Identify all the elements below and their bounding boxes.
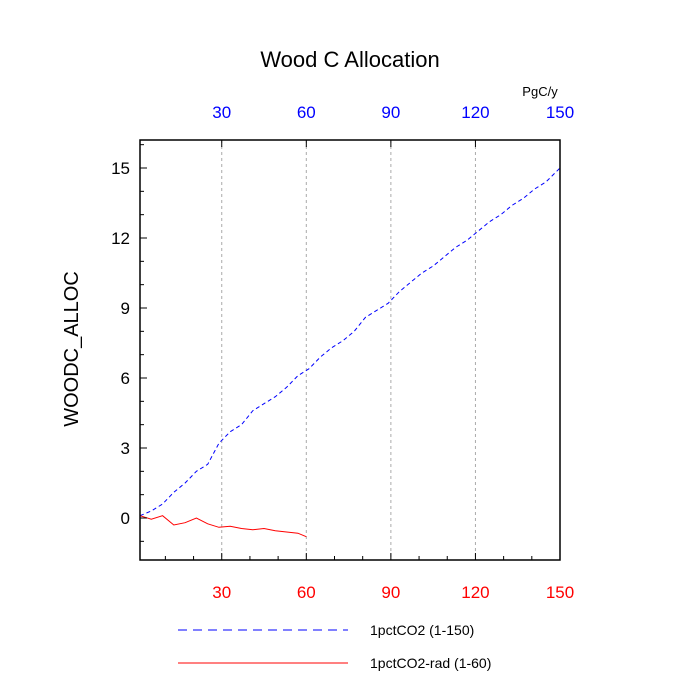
x-tick-label-bottom: 120 [461, 583, 489, 602]
y-tick-label: 9 [121, 299, 130, 318]
x-tick-label-bottom: 30 [212, 583, 231, 602]
x-tick-label-bottom: 60 [297, 583, 316, 602]
y-axis-label: WOODC_ALLOC [61, 271, 83, 427]
y-tick-label: 12 [111, 229, 130, 248]
plot-frame [139, 139, 561, 561]
x-tick-label-top: 150 [546, 103, 574, 122]
y-tick-label: 15 [111, 159, 130, 178]
legend: 1pctCO2 (1-150) 1pctCO2-rad (1-60) [178, 622, 491, 671]
x-tick-label-top: 90 [381, 103, 400, 122]
x-tick-label-bottom: 90 [381, 583, 400, 602]
x-tick-label-top: 60 [297, 103, 316, 122]
x-tick-label-top: 120 [461, 103, 489, 122]
legend-label: 1pctCO2 (1-150) [370, 622, 474, 638]
y-tick-label: 6 [121, 369, 130, 388]
series-line [139, 515, 307, 538]
y-tick-label: 0 [121, 509, 130, 528]
y-tick-label: 3 [121, 439, 130, 458]
series-line [139, 167, 561, 517]
legend-label: 1pctCO2-rad (1-60) [370, 655, 491, 671]
grid-lines [221, 140, 476, 560]
chart-title: Wood C Allocation [260, 47, 439, 72]
axes-ticks: 30 60 90 120 150 30 60 90 120 150 0 3 6 9 12 15 [111, 103, 574, 602]
x-tick-label-bottom: 150 [546, 583, 574, 602]
x-tick-label-top: 30 [212, 103, 231, 122]
series-lines [139, 167, 561, 538]
units-label: PgC/y [522, 84, 558, 99]
